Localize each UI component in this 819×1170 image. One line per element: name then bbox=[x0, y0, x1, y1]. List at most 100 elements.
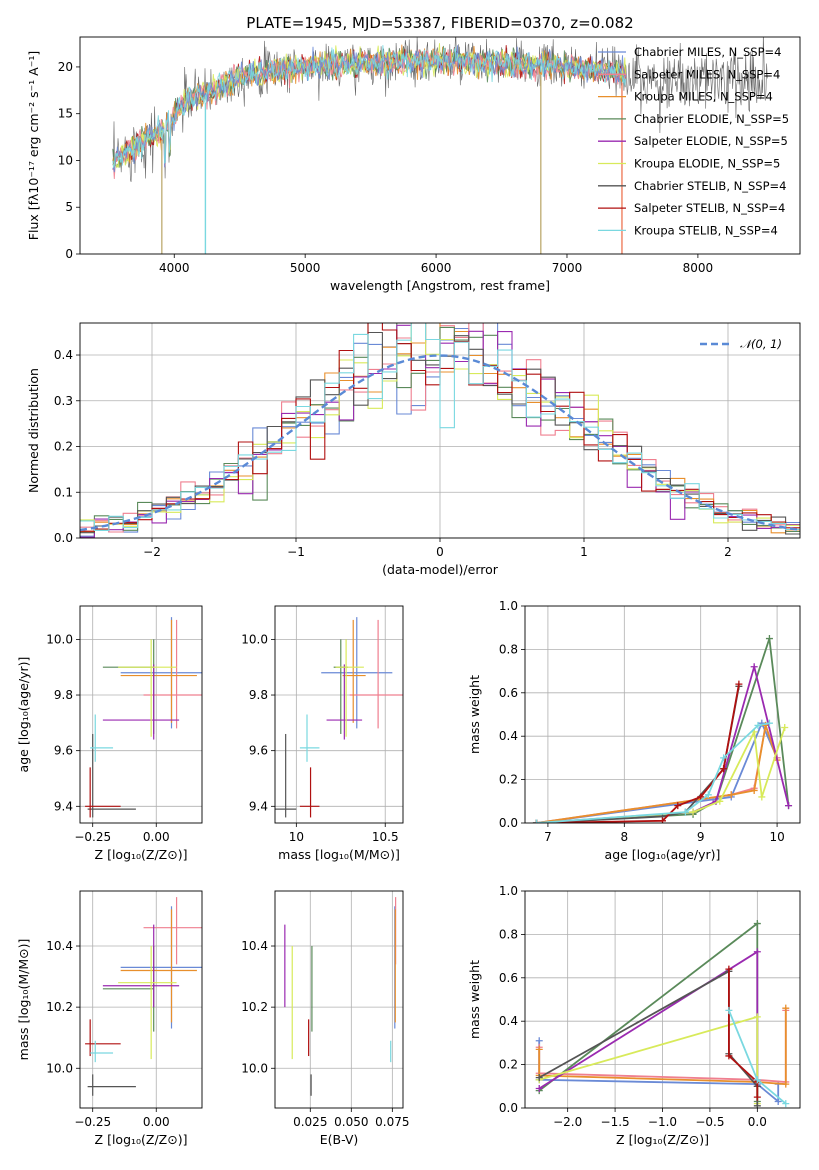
plus-marker bbox=[716, 797, 724, 805]
y-tick-label: 10 bbox=[58, 153, 73, 167]
error-point-chabrier_elodie bbox=[102, 946, 155, 1032]
x-axis-label: age [log₁₀(age/yr)] bbox=[605, 847, 721, 862]
error-point-kroupa_elodie bbox=[118, 639, 177, 737]
plus-marker bbox=[535, 1074, 543, 1082]
x-axis-label: mass [log₁₀(M/M⊙)] bbox=[278, 847, 400, 862]
y-tick-label: 1.0 bbox=[499, 884, 518, 898]
x-tick-label: 2 bbox=[724, 545, 732, 559]
plus-marker bbox=[674, 802, 682, 810]
y-tick-label: 0.0 bbox=[499, 816, 518, 830]
y-axis-label: mass [log₁₀(M/M⊙)] bbox=[16, 939, 31, 1061]
plus-marker bbox=[782, 1080, 790, 1088]
x-tick-label: −0.25 bbox=[74, 1115, 111, 1129]
plus-marker bbox=[765, 719, 773, 727]
y-tick-label: 0.4 bbox=[499, 729, 518, 743]
plus-marker bbox=[753, 1076, 761, 1084]
plus-marker bbox=[785, 802, 793, 810]
plus-marker bbox=[753, 1093, 761, 1101]
series-line bbox=[538, 969, 759, 1106]
x-tick-label: 0.00 bbox=[143, 830, 170, 844]
plus-marker bbox=[725, 1052, 733, 1060]
panel-1: −2 −1 0 1 2 0.0 0.1 0.2 0.3 0.4 (data-model)/error… bbox=[26, 322, 801, 577]
legend-label: Chabrier MILES, N_SSP=4 bbox=[634, 45, 781, 59]
plus-marker bbox=[754, 721, 762, 729]
plot-area bbox=[80, 606, 202, 823]
axes-frame bbox=[79, 890, 203, 1109]
y-tick-label: 20 bbox=[58, 60, 73, 74]
x-tick-label: 7 bbox=[544, 830, 552, 844]
x-tick-label: 9 bbox=[697, 830, 705, 844]
legend-label: Kroupa ELODIE, N_SSP=5 bbox=[634, 157, 780, 171]
error-point-chabrier_stelib bbox=[87, 1074, 136, 1096]
x-tick-label: −2 bbox=[143, 545, 161, 559]
error-point-kroupa_elodie bbox=[335, 639, 364, 737]
series-kroupa_miles bbox=[532, 721, 781, 823]
y-tick-label: 9.6 bbox=[249, 744, 268, 758]
series-line bbox=[538, 1040, 780, 1104]
plus-marker bbox=[720, 754, 728, 762]
error-point-kroupa_miles bbox=[120, 619, 197, 723]
axes-frame bbox=[524, 890, 801, 1109]
plus-marker bbox=[532, 819, 540, 823]
plot-area bbox=[80, 323, 800, 538]
grid bbox=[80, 606, 202, 823]
series-line bbox=[536, 683, 740, 823]
x-tick-label: 10 bbox=[289, 830, 304, 844]
y-tick-label: 0 bbox=[65, 247, 73, 261]
x-tick-label: −2.0 bbox=[553, 1115, 582, 1129]
grid bbox=[525, 606, 800, 823]
panel-6: 0.025 0.050 0.075 10.0 10.2 10.4 E(B-V) bbox=[241, 890, 410, 1147]
series-line bbox=[536, 686, 740, 823]
plus-marker bbox=[535, 1084, 543, 1092]
y-tick-label: 0.0 bbox=[499, 1101, 518, 1115]
error-point-kroupa_stelib bbox=[90, 1040, 114, 1063]
error-point-chabrier_miles bbox=[120, 906, 202, 1029]
x-tick-label: −0.25 bbox=[74, 830, 111, 844]
legend-label: Kroupa MILES, N_SSP=4 bbox=[634, 90, 773, 104]
panel-5: −0.25 0.00 10.0 10.2 10.4 Z [log₁₀(Z/Z⊙)] mass… bbox=[16, 890, 203, 1147]
y-tick-label: 0.4 bbox=[499, 1014, 518, 1028]
legend-label: 𝒩(0, 1) bbox=[740, 337, 782, 351]
grid bbox=[80, 891, 202, 1108]
plus-marker bbox=[735, 680, 743, 688]
y-axis-label: Flux [fλ10⁻¹⁷ erg cm⁻² s⁻¹ A⁻¹] bbox=[26, 51, 41, 240]
plus-marker bbox=[725, 1006, 733, 1014]
series-line bbox=[728, 969, 759, 1098]
x-tick-label: 6000 bbox=[421, 261, 452, 275]
plus-marker bbox=[750, 663, 758, 671]
x-tick-label: −1 bbox=[287, 545, 305, 559]
plus-marker bbox=[704, 791, 712, 799]
y-tick-label: 0.4 bbox=[54, 348, 73, 362]
plus-marker bbox=[681, 808, 689, 816]
legend-label: Kroupa STELIB, N_SSP=4 bbox=[634, 223, 778, 237]
y-tick-label: 9.4 bbox=[54, 799, 73, 813]
y-tick-label: 9.8 bbox=[54, 688, 73, 702]
y-tick-label: 0.2 bbox=[54, 440, 73, 454]
series-kroupa_stelib bbox=[532, 719, 773, 823]
x-tick-label: 5000 bbox=[290, 261, 321, 275]
plus-marker bbox=[535, 1037, 543, 1045]
x-axis-label: (data-model)/error bbox=[382, 562, 499, 577]
y-tick-label: 10.0 bbox=[241, 632, 268, 646]
panel-4: 7 8 9 10 0.0 0.2 0.4 0.6 0.8 1.0 age [log₁₀(age/yr… bbox=[467, 599, 801, 862]
plus-marker bbox=[758, 793, 766, 801]
series-kroupa_elodie bbox=[532, 724, 789, 823]
plus-marker bbox=[753, 1102, 761, 1108]
y-tick-label: 10.4 bbox=[46, 939, 73, 953]
x-tick-label: 0.0 bbox=[748, 1115, 767, 1129]
x-tick-label: 0.075 bbox=[375, 1115, 409, 1129]
plus-marker bbox=[774, 1097, 782, 1105]
error-point-salpeter_elodie bbox=[326, 664, 363, 740]
y-tick-label: 0.8 bbox=[499, 642, 518, 656]
x-tick-label: 8 bbox=[620, 830, 628, 844]
plus-marker bbox=[535, 1045, 543, 1053]
x-tick-label: −1.0 bbox=[648, 1115, 677, 1129]
panel-2: −0.25 0.00 9.4 9.6 9.8 10.0 Z [log₁₀(Z/Z⊙)] age… bbox=[16, 605, 203, 862]
y-axis-label: age [log₁₀(age/yr)] bbox=[16, 657, 31, 773]
y-tick-label: 10.0 bbox=[46, 632, 73, 646]
y-tick-label: 0.2 bbox=[499, 773, 518, 787]
plus-marker bbox=[781, 724, 789, 732]
plus-marker bbox=[753, 948, 761, 956]
plus-marker bbox=[697, 793, 705, 801]
